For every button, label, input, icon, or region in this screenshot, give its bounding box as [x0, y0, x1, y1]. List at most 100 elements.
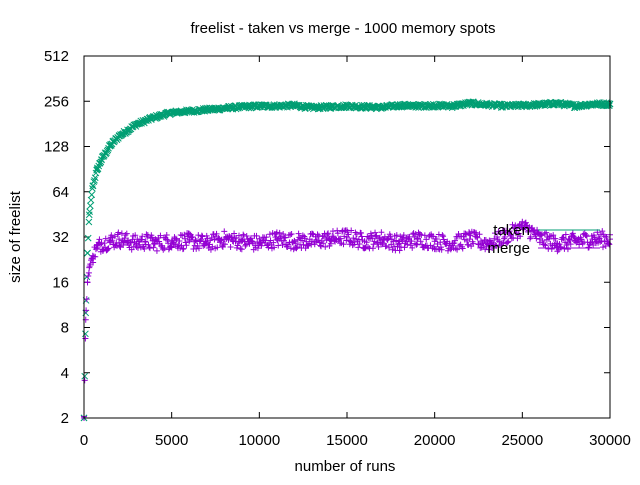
marker-merge	[213, 230, 220, 237]
marker-merge	[599, 228, 606, 235]
marker-merge	[390, 238, 397, 245]
marker-merge	[585, 244, 592, 251]
marker-merge	[491, 230, 498, 237]
marker-merge	[345, 231, 352, 238]
x-axis-ticks: 0 5000 10000 15000 20000 25000 30000	[80, 56, 631, 449]
marker-merge	[467, 232, 474, 239]
marker-merge	[172, 235, 179, 242]
marker-merge	[247, 235, 254, 242]
marker-taken	[97, 158, 105, 166]
marker-merge	[324, 231, 331, 238]
marker-merge	[401, 244, 408, 251]
marker-taken	[605, 102, 613, 110]
data-point-taken	[448, 102, 456, 110]
marker-merge	[557, 243, 564, 250]
marker-merge	[358, 233, 365, 240]
marker-merge	[138, 236, 145, 243]
marker-merge	[512, 222, 519, 229]
marker-merge	[300, 241, 307, 248]
data-point-merge	[466, 236, 473, 243]
marker-merge	[288, 230, 295, 237]
marker-merge	[81, 377, 88, 384]
marker-taken	[104, 146, 112, 154]
data-point-merge	[536, 236, 543, 243]
data-point-merge	[361, 238, 368, 245]
marker-merge	[136, 241, 143, 248]
marker-merge	[287, 231, 294, 238]
marker-merge	[320, 240, 327, 247]
data-point-merge	[107, 238, 114, 245]
marker-merge	[474, 234, 481, 241]
marker-merge	[578, 236, 585, 243]
marker-merge	[340, 241, 347, 248]
marker-merge	[386, 244, 393, 251]
marker-merge	[409, 244, 416, 251]
marker-merge	[334, 227, 341, 234]
marker-merge	[339, 228, 346, 235]
data-point-merge	[484, 240, 491, 247]
marker-merge	[370, 241, 377, 248]
marker-merge	[163, 232, 170, 239]
marker-merge	[389, 246, 396, 253]
marker-merge	[494, 234, 501, 241]
marker-merge	[218, 236, 225, 243]
marker-merge	[529, 224, 536, 231]
marker-merge	[90, 259, 97, 266]
y-tick-label: 16	[52, 274, 69, 291]
data-point-merge	[344, 234, 350, 240]
marker-merge	[550, 232, 557, 239]
marker-merge	[447, 246, 454, 253]
data-point-taken	[168, 109, 176, 116]
marker-merge	[353, 231, 360, 238]
data-point-taken	[115, 132, 123, 140]
data-point-merge	[326, 236, 333, 243]
marker-taken	[82, 330, 89, 338]
marker-merge	[217, 237, 224, 244]
marker-merge	[199, 233, 206, 240]
marker-merge	[240, 231, 247, 238]
data-point-taken	[106, 142, 114, 149]
marker-merge	[400, 232, 407, 239]
y-tick-label: 128	[44, 139, 69, 156]
marker-merge	[538, 232, 545, 239]
y-tick-label: 2	[61, 410, 69, 427]
marker-taken	[86, 202, 94, 210]
y-tick-label: 512	[44, 48, 69, 65]
data-point-merge	[273, 236, 280, 243]
marker-merge	[373, 232, 380, 239]
marker-merge	[196, 245, 203, 252]
marker-merge	[538, 231, 545, 238]
marker-merge	[348, 227, 355, 234]
data-point-taken	[93, 166, 101, 173]
y-tick-label: 256	[44, 93, 69, 110]
data-point-taken	[536, 101, 544, 109]
marker-merge	[92, 246, 99, 253]
marker-merge	[483, 243, 490, 250]
marker-merge	[273, 229, 280, 236]
data-point-merge	[142, 238, 149, 245]
data-point-merge	[84, 279, 91, 286]
marker-merge	[105, 245, 112, 252]
marker-merge	[413, 241, 420, 248]
marker-merge	[150, 244, 157, 251]
marker-merge	[427, 242, 434, 249]
marker-merge	[456, 242, 463, 249]
marker-merge	[543, 229, 550, 236]
data-point-merge	[571, 238, 578, 245]
marker-merge	[473, 229, 480, 236]
data-point-merge	[554, 240, 561, 247]
marker-merge	[183, 242, 190, 249]
marker-merge	[372, 229, 379, 236]
marker-merge	[378, 229, 385, 236]
marker-merge	[599, 244, 606, 251]
data-point-taken	[431, 102, 439, 109]
marker-merge	[228, 234, 235, 241]
data-point-merge	[94, 245, 101, 252]
marker-merge	[116, 243, 123, 250]
marker-merge	[353, 235, 360, 242]
marker-merge	[407, 242, 414, 249]
marker-taken	[91, 176, 98, 184]
marker-merge	[193, 245, 200, 252]
marker-merge	[276, 229, 283, 236]
series-taken	[80, 98, 614, 422]
